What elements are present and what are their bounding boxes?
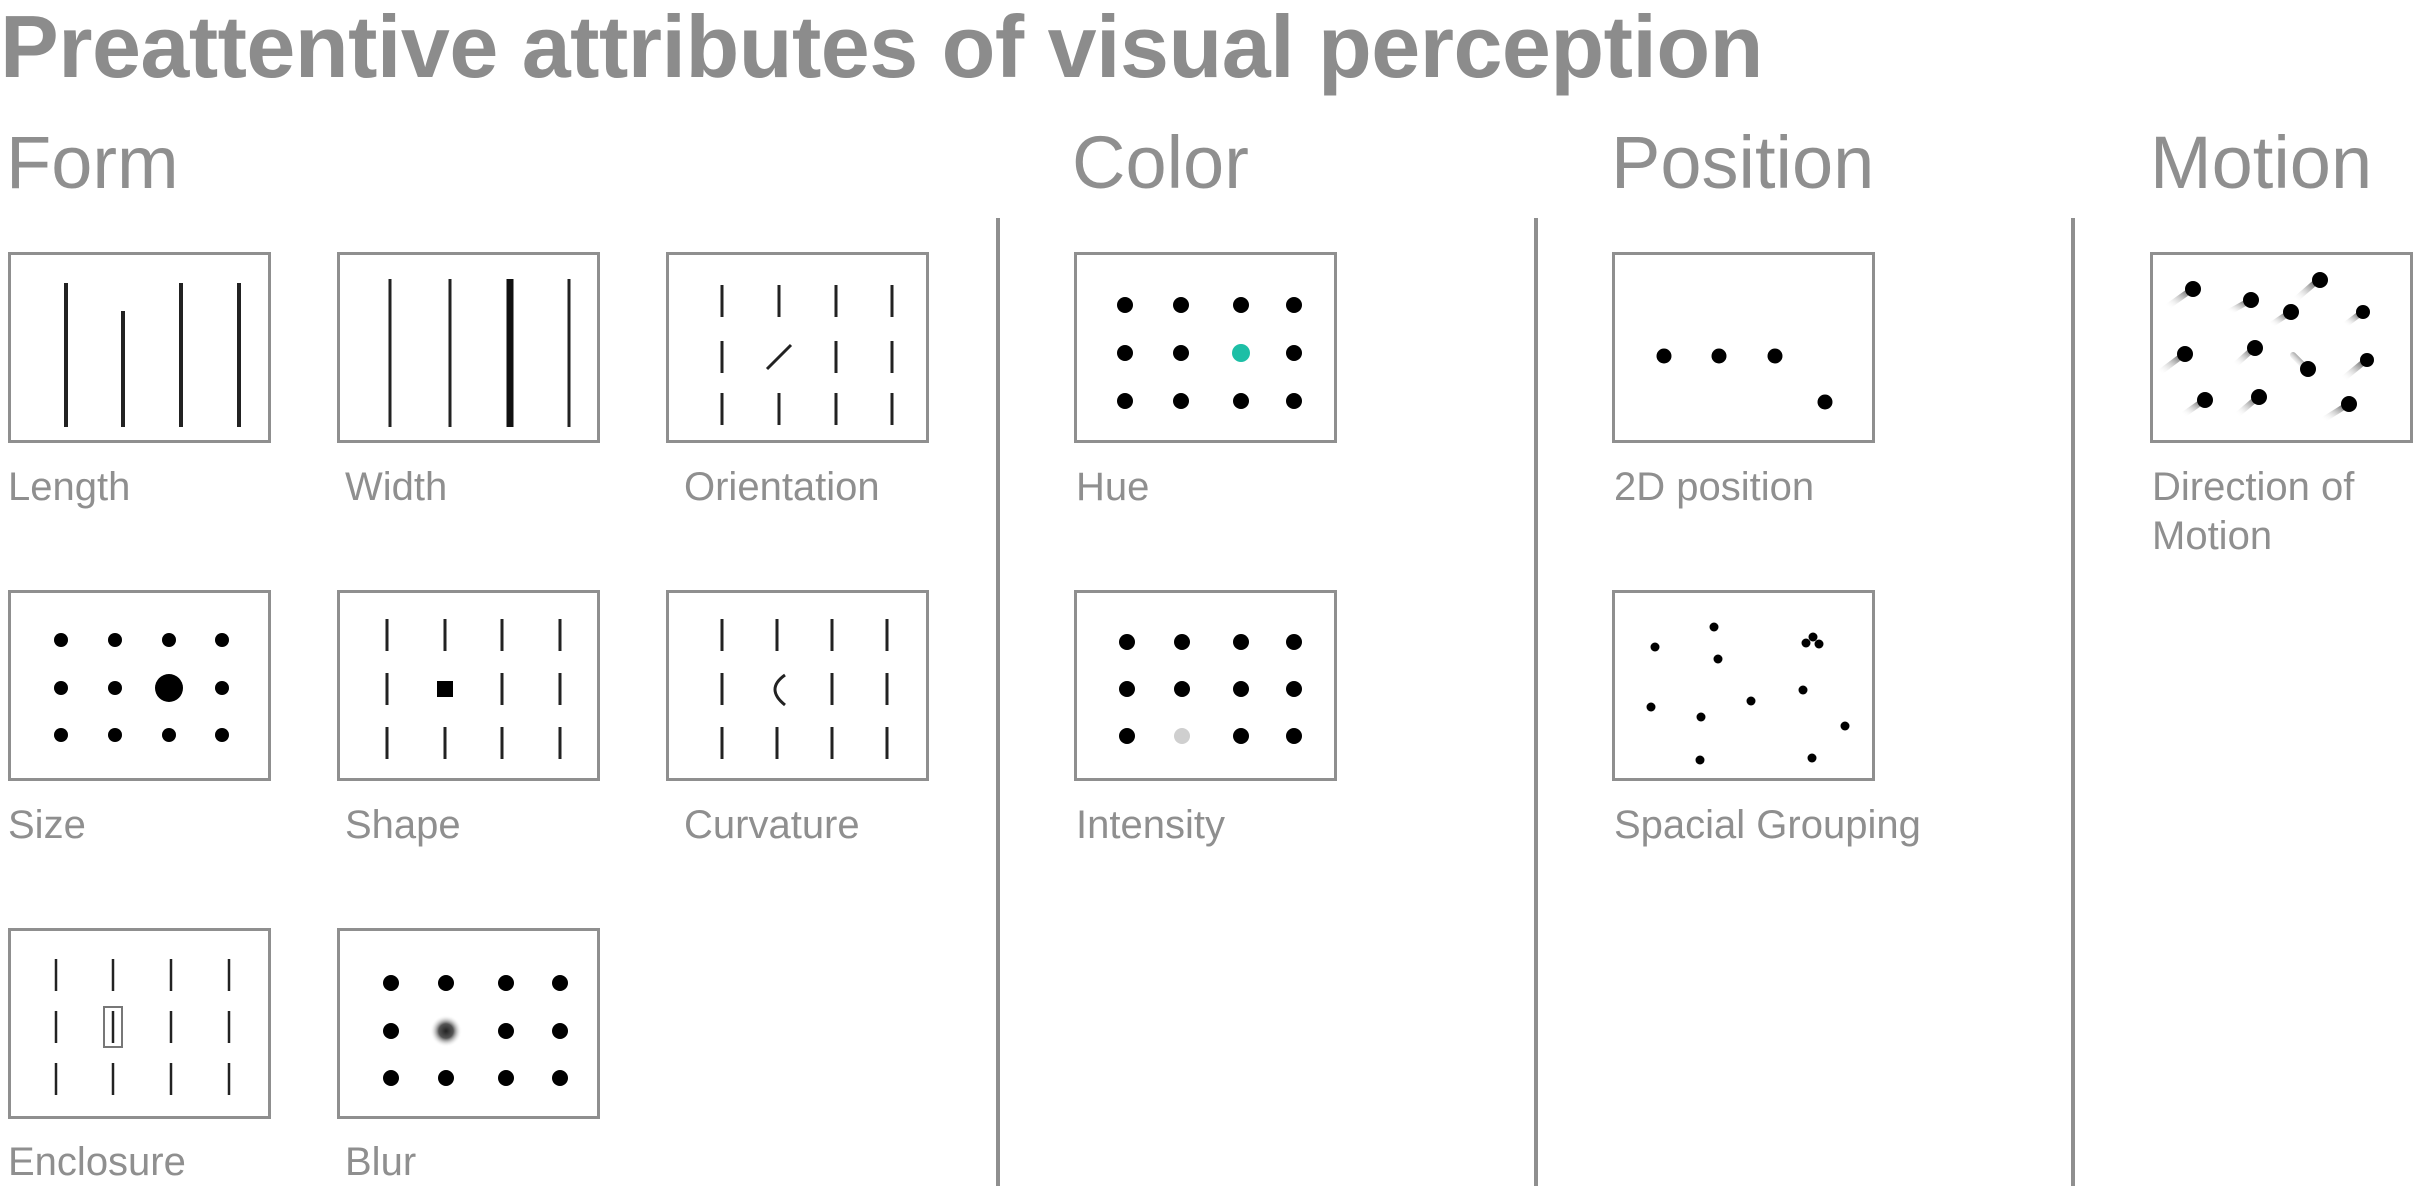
orientation-illustration xyxy=(720,285,894,425)
label-spacial-grouping: Spacial Grouping xyxy=(1614,803,1921,847)
enclosure-illustration xyxy=(54,959,231,1095)
card-spacial-grouping xyxy=(1612,590,1875,781)
label-width: Width xyxy=(345,465,448,509)
label-orientation: Orientation xyxy=(684,465,880,509)
shape-illustration xyxy=(385,619,562,759)
card-blur xyxy=(337,928,600,1119)
card-size xyxy=(8,590,271,781)
label-shape: Shape xyxy=(345,803,461,847)
label-hue: Hue xyxy=(1076,465,1150,509)
label-2d-position: 2D position xyxy=(1614,465,1815,509)
label-size: Size xyxy=(8,803,86,847)
card-intensity xyxy=(1074,590,1337,781)
card-width xyxy=(337,252,600,443)
divider-position-motion xyxy=(2071,218,2075,1186)
card-2d-position xyxy=(1612,252,1875,443)
page-title: Preattentive attributes of visual percep… xyxy=(0,0,1763,96)
card-hue xyxy=(1074,252,1337,443)
card-curvature xyxy=(666,590,929,781)
section-title-color: Color xyxy=(1072,121,1249,204)
direction-of-motion-illustration xyxy=(2156,272,2374,423)
card-enclosure xyxy=(8,928,271,1119)
size-illustration xyxy=(54,633,229,742)
intensity-illustration xyxy=(1119,634,1302,744)
card-orientation xyxy=(666,252,929,443)
section-title-position: Position xyxy=(1611,121,1875,204)
blur-illustration xyxy=(383,975,568,1086)
label-direction-of-motion-line1: Direction of xyxy=(2152,465,2355,509)
divider-color-position xyxy=(1534,218,1538,1186)
hue-illustration xyxy=(1117,297,1302,409)
label-blur: Blur xyxy=(345,1140,417,1184)
label-direction-of-motion-line2: Motion xyxy=(2152,514,2273,558)
label-intensity: Intensity xyxy=(1076,803,1225,847)
2d-position-illustration xyxy=(1656,348,1833,410)
label-curvature: Curvature xyxy=(684,803,860,847)
card-shape xyxy=(337,590,600,781)
spacial-grouping-illustration xyxy=(1646,622,1850,765)
card-length xyxy=(8,252,271,443)
length-illustration xyxy=(64,283,241,427)
card-direction-of-motion xyxy=(2150,252,2413,443)
label-length: Length xyxy=(8,465,131,509)
curvature-illustration xyxy=(720,619,889,759)
section-title-form: Form xyxy=(6,121,179,204)
width-illustration xyxy=(388,279,571,427)
divider-form-color xyxy=(996,218,1000,1186)
label-enclosure: Enclosure xyxy=(8,1140,186,1184)
section-title-motion: Motion xyxy=(2150,121,2373,204)
